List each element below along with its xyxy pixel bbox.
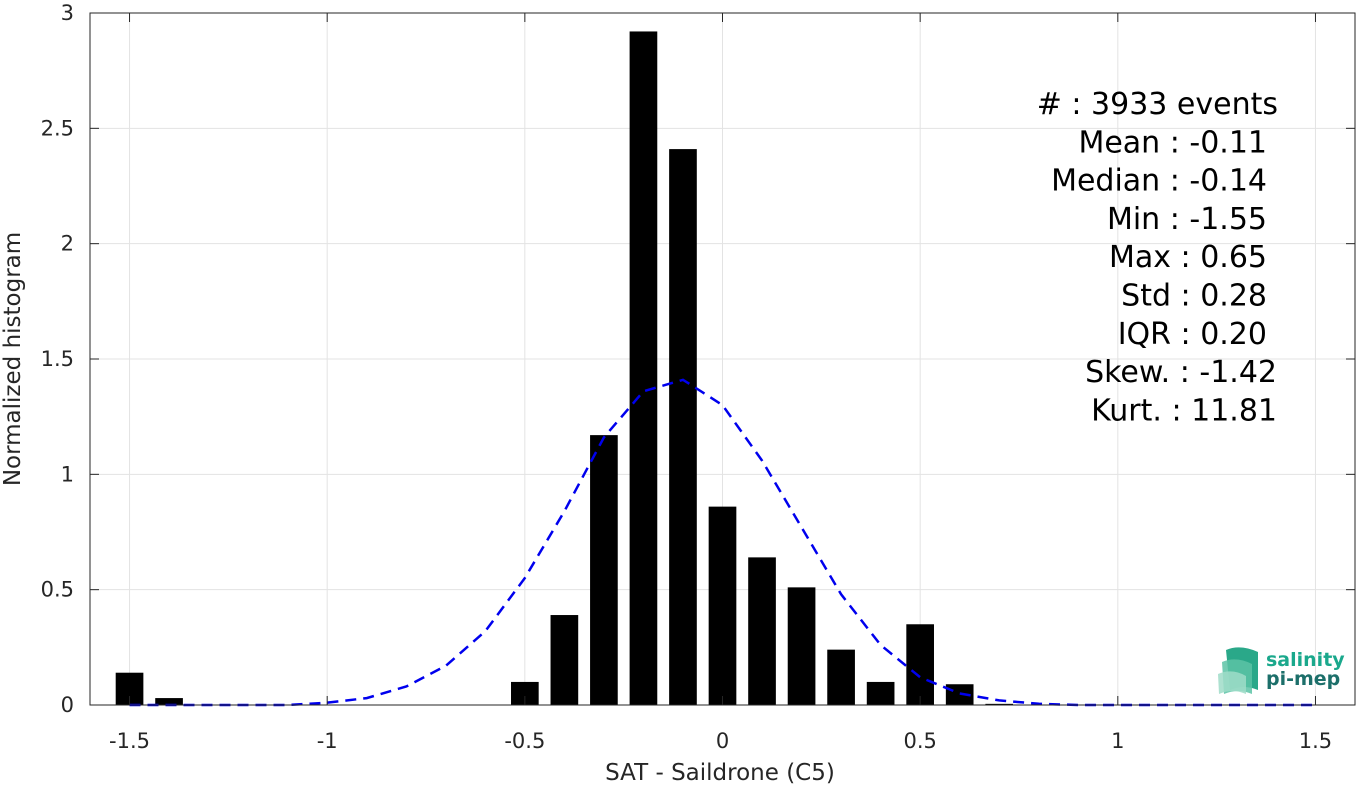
wave-logo-icon (1218, 647, 1258, 694)
stat-line: Skew. : -1.42 (1085, 355, 1277, 390)
histogram-bar (827, 649, 855, 705)
histogram-bar (590, 435, 618, 705)
histogram-bar (985, 703, 1014, 705)
histogram-bar (669, 149, 697, 706)
stat-line: Kurt. : 11.81 (1091, 393, 1277, 428)
axis-ticks (90, 12, 1355, 706)
stat-line: Std : 0.28 (1121, 279, 1267, 314)
histogram-bar (511, 681, 539, 705)
histogram-bar (708, 506, 737, 705)
y-tick-label: 1 (61, 462, 74, 486)
stat-line: Mean : -0.11 (1078, 125, 1267, 160)
histogram-bar (748, 557, 776, 705)
stat-line: Min : -1.55 (1107, 202, 1267, 237)
histogram-bars (115, 31, 1014, 706)
stat-line: Max : 0.65 (1109, 240, 1267, 275)
y-tick-label: 0 (61, 693, 74, 717)
histogram-bar (629, 31, 658, 706)
y-tick-label: 0.5 (41, 578, 74, 602)
histogram-bar (550, 615, 579, 705)
x-tick-label: -1 (317, 729, 338, 753)
stat-line: Median : -0.14 (1051, 164, 1267, 199)
x-tick-label: 0.5 (903, 729, 936, 753)
histogram-bar (155, 698, 183, 705)
y-tick-label: 2 (61, 232, 74, 256)
x-axis-label: SAT - Saildrone (C5) (605, 760, 835, 785)
salinity-pi-mep-logo: salinity pi-mep (1218, 647, 1345, 694)
x-tick-label: 1 (1111, 729, 1124, 753)
stat-line: # : 3933 events (1037, 87, 1278, 122)
histogram-bar (866, 681, 895, 705)
y-tick-label: 2.5 (41, 116, 74, 140)
y-tick-labels: 0 0.5 1 1.5 2 2.5 3 (41, 1, 74, 717)
y-tick-label: 1.5 (41, 347, 74, 371)
stat-line: IQR : 0.20 (1118, 317, 1267, 352)
histogram-bar (906, 624, 934, 705)
y-axis-label: Normalized histogram (0, 232, 26, 486)
x-tick-label: -0.5 (504, 729, 545, 753)
x-tick-label: -1.5 (109, 729, 150, 753)
x-tick-label: 0 (716, 729, 729, 753)
histogram-bar (787, 587, 816, 705)
x-tick-labels: -1.5 -1 -0.5 0 0.5 1 1.5 (109, 729, 1332, 753)
y-tick-label: 3 (61, 1, 74, 25)
logo-line2: pi-mep (1266, 668, 1340, 690)
x-tick-label: 1.5 (1299, 729, 1332, 753)
logo-line1: salinity (1266, 649, 1345, 671)
